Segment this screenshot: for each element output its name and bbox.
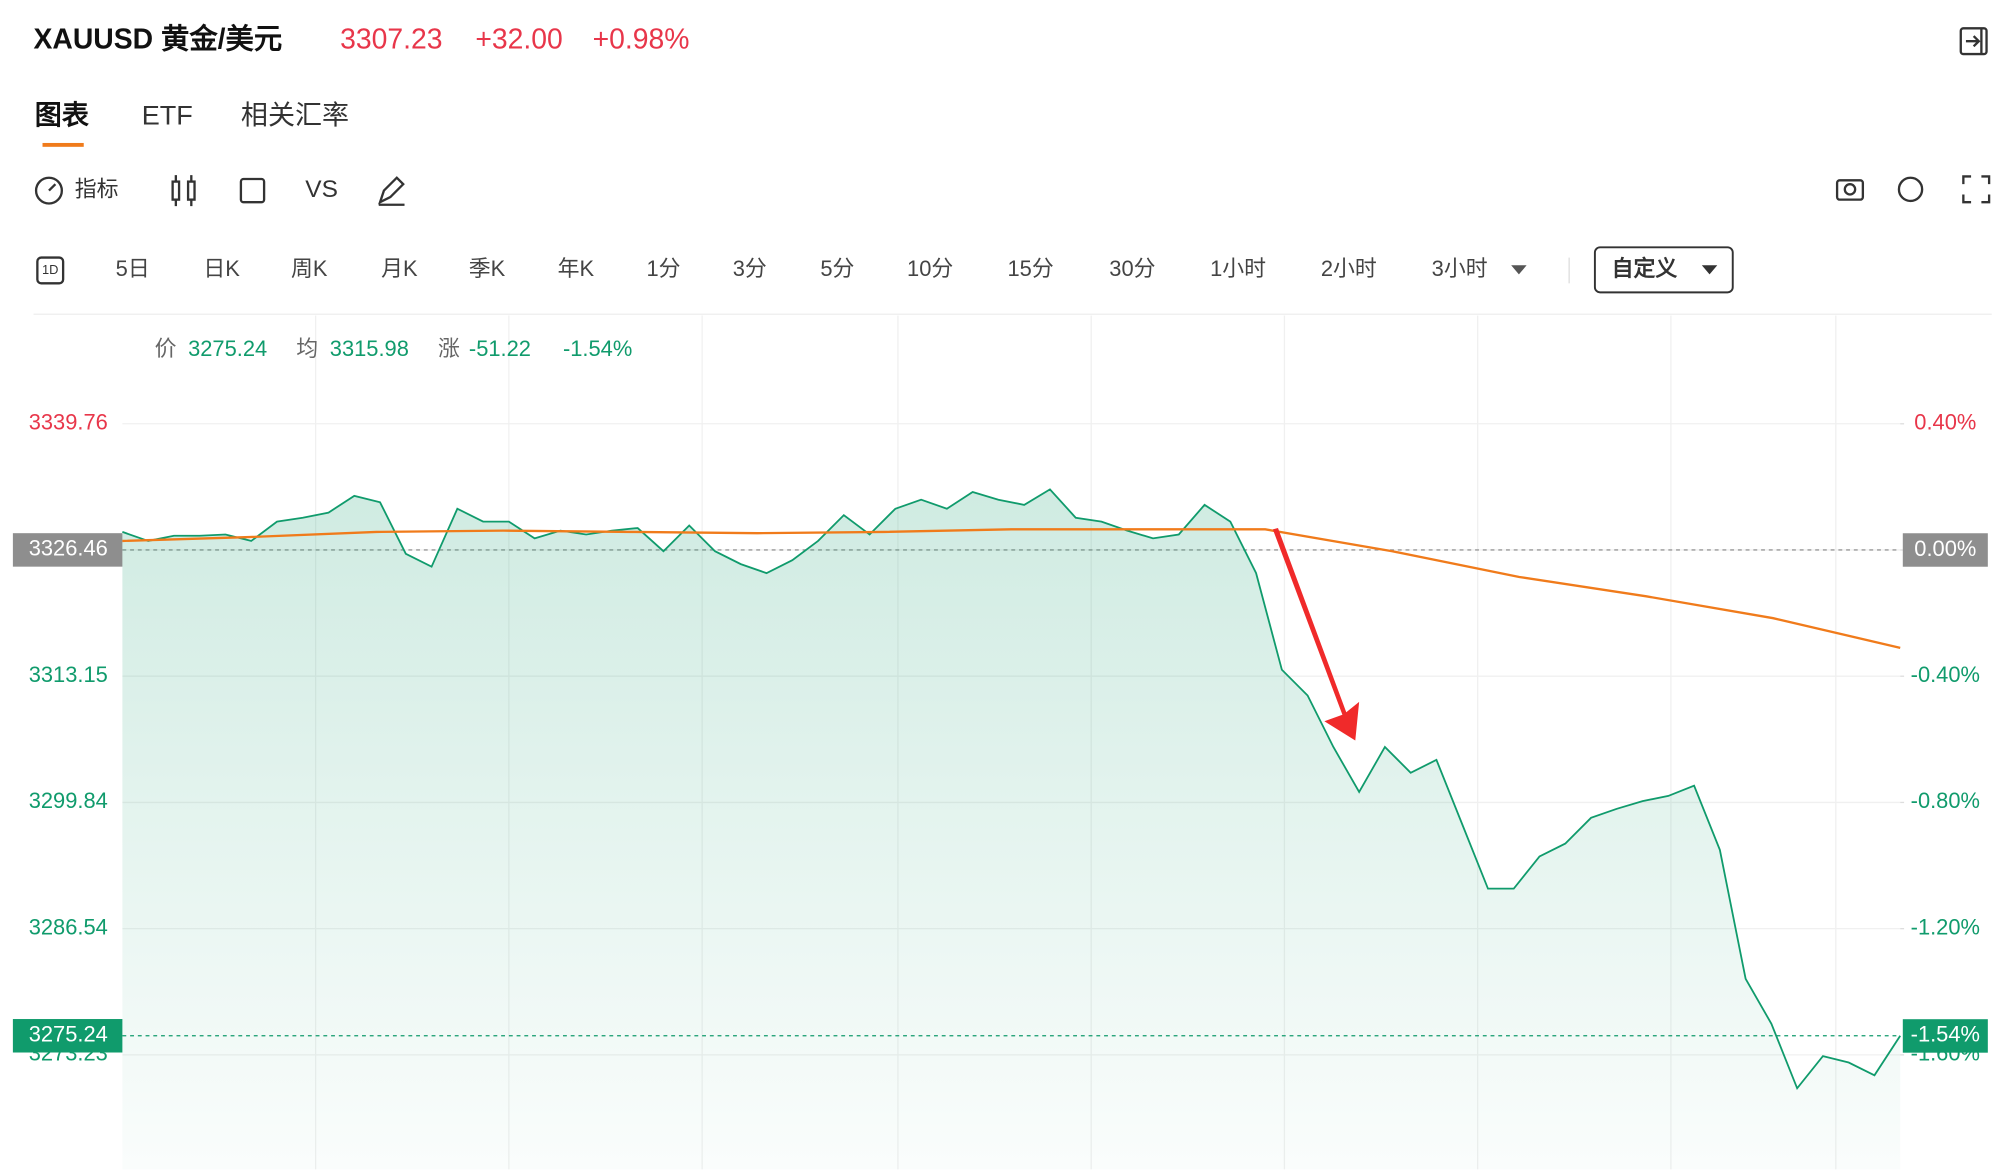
custom-button[interactable]: [1593, 246, 1734, 294]
compare-button[interactable]: VS: [305, 176, 338, 203]
tab[interactable]: 图表: [35, 100, 90, 130]
period[interactable]: 3分: [733, 256, 767, 281]
dropdown-arrow: [1511, 265, 1527, 275]
tab[interactable]: ETF: [142, 100, 193, 130]
shape-button[interactable]: [239, 177, 266, 204]
change-pct: +0.98%: [593, 24, 690, 56]
period[interactable]: 季K: [469, 256, 506, 281]
last-price-label: 3275.24: [29, 1022, 108, 1047]
y2-tick-label: 0.00%: [1914, 536, 1976, 561]
symbol: XAUUSD 黄金/美元: [33, 23, 282, 56]
y-tick-label: 3286.54: [29, 914, 108, 939]
custom-label: 自定义: [1612, 256, 1678, 281]
area: [122, 489, 1901, 1170]
last-pct-tag: [1902, 1019, 1988, 1053]
line: [122, 528, 1901, 649]
y-tick-label: 3326.46: [29, 536, 108, 561]
period[interactable]: 年K: [558, 256, 595, 281]
base-tag: [12, 533, 123, 567]
period[interactable]: 月K: [381, 256, 418, 281]
line: [122, 488, 1901, 1091]
collapse-button[interactable]: [1959, 27, 1988, 56]
period[interactable]: 3小时: [1432, 256, 1488, 281]
dropdown-arrow: [1701, 265, 1718, 275]
settings-button[interactable]: [1897, 176, 1924, 203]
last-price-tag: [12, 1019, 123, 1053]
period[interactable]: 2小时: [1321, 256, 1377, 281]
period[interactable]: 周K: [291, 256, 328, 281]
y-tick-label: 3299.84: [29, 788, 108, 813]
period[interactable]: 10分: [907, 256, 953, 281]
period[interactable]: 15分: [1008, 256, 1054, 281]
y-tick-label: 3313.15: [29, 662, 108, 687]
info-avg-label: 均: [296, 336, 318, 361]
y-tick-label: 3339.76: [29, 410, 108, 435]
info-price-label: 价: [155, 336, 177, 361]
period[interactable]: 30分: [1109, 256, 1155, 281]
camera-button[interactable]: [1835, 179, 1865, 201]
indicator-button[interactable]: 指标: [34, 176, 119, 205]
period[interactable]: 1分: [646, 256, 680, 281]
y2-tick-label: -0.80%: [1911, 788, 1980, 813]
info-change-label: 涨: [438, 336, 460, 361]
y2-tick-label: -0.40%: [1911, 662, 1980, 687]
last-pct-label: -1.54%: [1911, 1022, 1980, 1047]
y2-tick-label: -1.20%: [1911, 914, 1980, 939]
period[interactable]: 日K: [203, 256, 240, 281]
period[interactable]: 1小时: [1210, 256, 1266, 281]
annotation-arrow: [1272, 528, 1360, 741]
info-change: -51.22: [469, 336, 531, 361]
change: +32.00: [475, 24, 562, 56]
info-avg: 3315.98: [330, 336, 409, 361]
period[interactable]: 5日: [116, 256, 150, 281]
price: 3307.23: [340, 24, 442, 56]
info-change-pct: -1.54%: [563, 336, 632, 361]
chart: 3339.763326.463313.153299.843286.543273.…: [12, 315, 1988, 1170]
indicator-label: 指标: [75, 176, 119, 201]
tab[interactable]: 相关汇率: [241, 100, 349, 130]
period[interactable]: 5分: [820, 256, 854, 281]
candle-button[interactable]: [171, 175, 196, 207]
y2-tick-label: 0.40%: [1914, 410, 1976, 435]
info-price: 3275.24: [188, 336, 267, 361]
tab-indicator: [42, 142, 84, 147]
period-icon-box[interactable]: [36, 256, 65, 285]
period-icon: 1D: [42, 262, 58, 277]
draw-button[interactable]: [378, 176, 405, 206]
fullscreen-button[interactable]: [1962, 175, 1991, 204]
base-tag: [1902, 533, 1988, 567]
